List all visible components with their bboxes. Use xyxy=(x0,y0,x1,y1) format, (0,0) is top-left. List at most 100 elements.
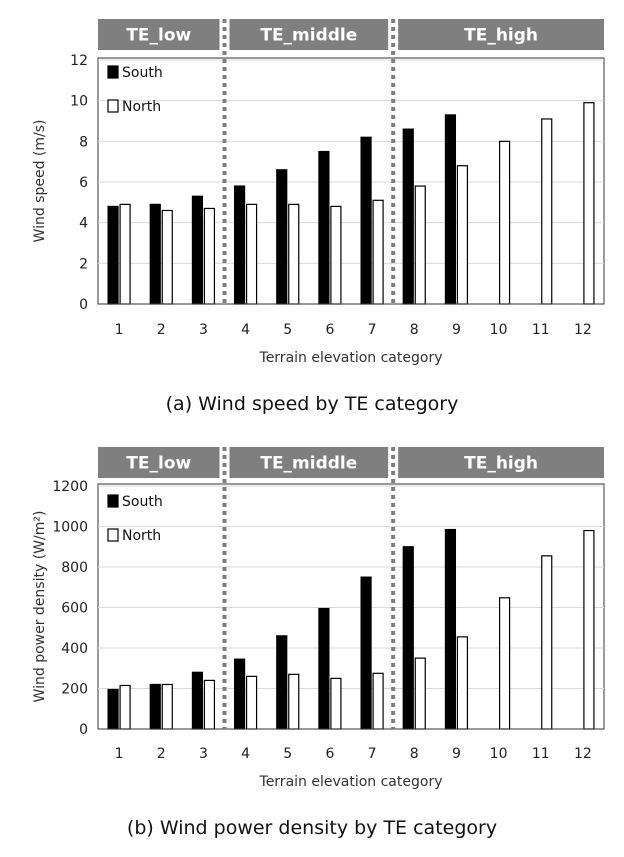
bar-north xyxy=(288,673,300,730)
y-tick-label: 1000 xyxy=(52,520,88,536)
y-axis-label: Wind power density (W/m²) xyxy=(32,511,48,703)
legend-swatch-north xyxy=(107,99,119,113)
group-label: TE_high xyxy=(464,26,538,46)
bar-north xyxy=(583,102,595,305)
group-band xyxy=(229,447,389,478)
bar-north xyxy=(245,203,258,305)
group-label: TE_high xyxy=(464,454,538,474)
x-tick-label: 4 xyxy=(241,746,250,762)
bar-north xyxy=(372,672,384,730)
bar-north xyxy=(456,636,469,730)
y-tick-label: 600 xyxy=(61,601,88,617)
group-band xyxy=(229,19,389,50)
y-tick-label: 12 xyxy=(70,53,88,69)
legend-swatch-south xyxy=(107,65,119,79)
group-label: TE_low xyxy=(126,26,191,46)
x-tick-label: 5 xyxy=(283,746,292,762)
bar-north xyxy=(372,199,384,305)
plot-area xyxy=(97,57,605,305)
y-tick-label: 400 xyxy=(61,641,88,657)
bar-north xyxy=(245,675,258,730)
x-axis-label: Terrain elevation category xyxy=(259,350,443,366)
chart-caption: (b) Wind power density by TE category xyxy=(127,817,497,839)
bar-south xyxy=(360,576,372,730)
y-tick-label: 800 xyxy=(61,560,88,576)
x-tick-label: 8 xyxy=(410,746,419,762)
group-band xyxy=(398,447,604,478)
bar-north xyxy=(203,207,216,305)
legend-label-north: North xyxy=(122,99,161,115)
x-tick-label: 2 xyxy=(157,322,166,338)
y-tick-label: 4 xyxy=(79,216,88,232)
x-axis-label: Terrain elevation category xyxy=(259,774,443,790)
y-tick-label: 0 xyxy=(79,297,88,313)
x-tick-label: 7 xyxy=(368,746,377,762)
y-tick-label: 6 xyxy=(79,175,88,191)
x-tick-label: 6 xyxy=(325,746,334,762)
legend-label-south: South xyxy=(122,494,163,510)
plot-area xyxy=(97,483,605,730)
x-tick-label: 3 xyxy=(199,322,208,338)
chart-caption: (a) Wind speed by TE category xyxy=(166,393,459,415)
x-tick-label: 7 xyxy=(368,322,377,338)
group-label: TE_low xyxy=(126,454,191,474)
bar-north xyxy=(119,684,131,730)
bar-south xyxy=(276,169,288,305)
bar-south xyxy=(107,688,119,730)
bar-north xyxy=(498,140,511,305)
group-band xyxy=(398,19,604,50)
group-band xyxy=(98,447,220,478)
group-label: TE_middle xyxy=(260,26,357,46)
group-band xyxy=(98,19,220,50)
bar-south xyxy=(402,546,414,730)
bar-south xyxy=(233,658,246,730)
bar-south xyxy=(318,150,330,305)
bar-south xyxy=(233,185,246,305)
x-tick-label: 8 xyxy=(410,322,419,338)
x-tick-label: 6 xyxy=(325,322,334,338)
bar-south xyxy=(444,528,457,730)
bar-south xyxy=(318,607,330,730)
bar-north xyxy=(203,679,216,730)
x-tick-label: 4 xyxy=(241,322,250,338)
y-tick-label: 8 xyxy=(79,134,88,150)
bar-north xyxy=(119,203,131,305)
x-tick-label: 11 xyxy=(532,746,550,762)
bar-north xyxy=(456,165,469,305)
y-tick-label: 1200 xyxy=(52,479,88,495)
bar-south xyxy=(107,205,119,305)
legend-label-south: South xyxy=(122,65,163,81)
legend-swatch-north xyxy=(107,528,119,542)
bar-north xyxy=(414,185,426,305)
y-tick-label: 2 xyxy=(79,256,88,272)
bar-south xyxy=(402,128,414,305)
bar-north xyxy=(288,203,300,305)
x-tick-label: 3 xyxy=(199,746,208,762)
y-tick-label: 200 xyxy=(61,682,88,698)
x-tick-label: 12 xyxy=(574,746,592,762)
bar-north xyxy=(583,529,595,730)
bar-north xyxy=(161,209,173,305)
x-tick-label: 2 xyxy=(157,746,166,762)
bar-south xyxy=(444,114,457,305)
y-tick-label: 10 xyxy=(70,94,88,110)
group-label: TE_middle xyxy=(260,454,357,474)
x-tick-label: 5 xyxy=(283,322,292,338)
x-tick-label: 11 xyxy=(532,322,550,338)
x-tick-label: 10 xyxy=(490,746,508,762)
x-tick-label: 9 xyxy=(452,746,461,762)
x-tick-label: 12 xyxy=(574,322,592,338)
bar-south xyxy=(276,635,288,730)
bar-north xyxy=(414,657,426,730)
bar-north xyxy=(498,597,511,730)
bar-south xyxy=(191,195,204,305)
bar-north xyxy=(161,683,173,730)
legend-label-north: North xyxy=(122,528,161,544)
bar-south xyxy=(360,136,372,305)
y-tick-label: 0 xyxy=(79,722,88,738)
bar-south xyxy=(149,203,161,305)
bar-south xyxy=(191,671,204,730)
bar-south xyxy=(149,683,161,730)
